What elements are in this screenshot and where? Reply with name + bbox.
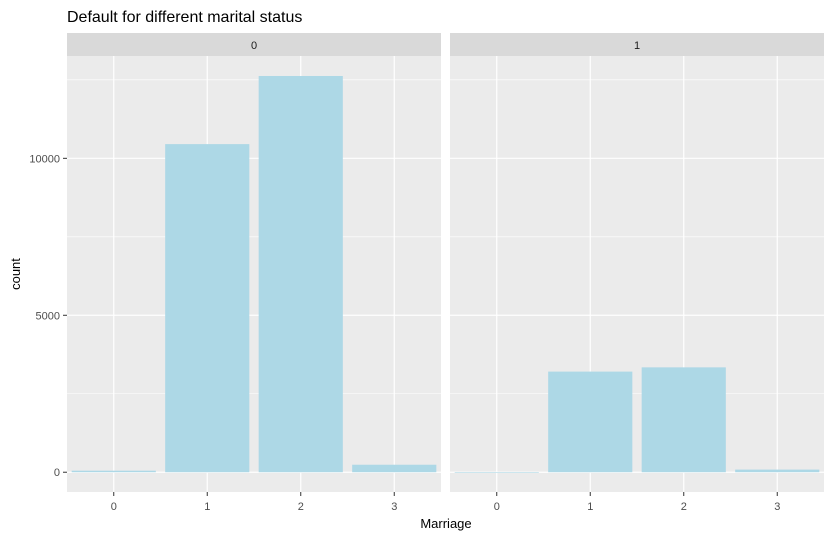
- facet-strip: [67, 33, 441, 56]
- x-tick-label: 1: [587, 501, 593, 513]
- bar-0-2: [258, 75, 343, 473]
- x-tick-label: 3: [391, 501, 397, 513]
- y-tick-label: 10000: [29, 153, 60, 165]
- facet-strip-label: 0: [251, 40, 257, 52]
- y-axis-label: count: [8, 258, 23, 290]
- bar-0-1: [165, 144, 250, 473]
- bar-1-2: [641, 367, 726, 473]
- x-tick-label: 3: [774, 501, 780, 513]
- bar-0-0: [71, 470, 156, 473]
- x-tick-label: 0: [494, 501, 500, 513]
- x-tick-label: 0: [111, 501, 117, 513]
- bar-0-3: [352, 464, 437, 473]
- panel-background: [450, 56, 824, 492]
- facet-panel-0: 0 0 1 2 3: [67, 33, 441, 513]
- chart-title: Default for different marital status: [67, 9, 302, 26]
- facet-strip: [450, 33, 824, 56]
- x-tick-label: 1: [204, 501, 210, 513]
- facet-strip-label: 1: [634, 40, 640, 52]
- bar-1-1: [548, 371, 633, 473]
- facet-panels: 0 0 1 2 3 1 0 1 2 3: [67, 33, 824, 513]
- panel-background: [67, 56, 441, 492]
- y-tick-label: 5000: [36, 310, 60, 322]
- x-tick-label: 2: [681, 501, 687, 513]
- x-tick-label: 2: [298, 501, 304, 513]
- facet-panel-1: 1 0 1 2 3: [450, 33, 824, 513]
- bar-1-0: [454, 472, 539, 473]
- bar-1-3: [735, 469, 820, 473]
- y-tick-label: 0: [54, 467, 60, 479]
- x-axis-label: Marriage: [420, 516, 471, 531]
- y-axis: 0 5000 10000: [29, 153, 67, 479]
